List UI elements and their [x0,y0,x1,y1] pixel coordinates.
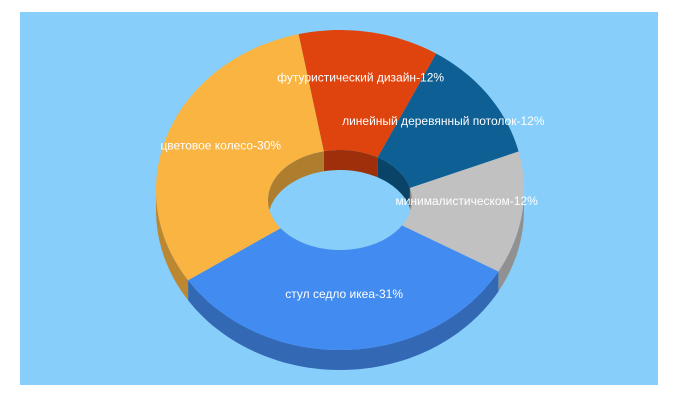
slice [402,151,524,272]
data-label: цветовое колесо-30% [160,139,281,153]
slice [298,30,437,158]
slice-inner-wall [268,151,324,220]
slice-inner-wall [377,157,410,208]
data-label: линейный деревянный потолок-12% [342,114,545,128]
slice-side [188,271,499,370]
slice-side [156,190,189,301]
data-label: футуристический дизайн-12% [277,71,444,85]
slice [188,225,499,350]
slice [156,34,324,281]
data-label: стул седло икеа-31% [285,287,403,301]
slice-side [498,190,524,292]
data-label: минималистическом-12% [395,194,538,208]
slice-inner-wall [323,150,378,178]
slice [377,53,519,188]
